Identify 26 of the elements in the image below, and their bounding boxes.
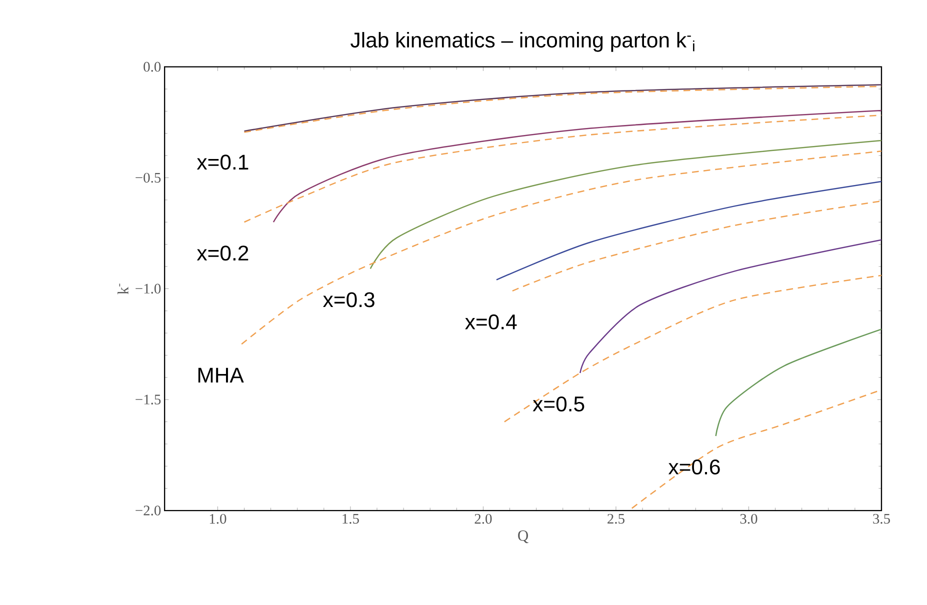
x-tick-label: 2.5	[608, 514, 624, 524]
annotation: x=0.1	[196, 154, 248, 170]
y-tick-label: −0.5	[136, 173, 161, 183]
y-tick-label: 0.0	[144, 62, 161, 72]
y-tick-label: −1.5	[136, 394, 161, 405]
line-series	[496, 181, 882, 281]
annotation: x=0.4	[465, 314, 517, 330]
annotation: MHA	[198, 368, 244, 383]
annotation: x=0.6	[668, 460, 720, 475]
annotation: x=0.2	[196, 246, 248, 261]
line-series	[579, 239, 882, 374]
line-series	[715, 328, 882, 437]
y-tick-label: −1.0	[136, 284, 161, 294]
x-tick-label: 3.5	[873, 514, 890, 524]
annotation: x=0.3	[323, 292, 374, 308]
x-axis-title: Q	[518, 530, 528, 544]
line-series	[370, 140, 882, 270]
x-tick-label: 1.0	[210, 514, 226, 524]
x-tick-label: 2.0	[474, 514, 492, 524]
x-tick-label: 3.0	[740, 514, 758, 524]
annotation: x=0.5	[532, 396, 584, 412]
chart-title: Jlab kinematics – incoming parton k$^{-}$i	[350, 32, 694, 52]
line-series	[512, 200, 882, 292]
y-tick-label: −2.0	[136, 506, 161, 516]
y-axis-title: k$^{-}$	[118, 284, 128, 295]
x-tick-label: 1.5	[342, 514, 359, 524]
